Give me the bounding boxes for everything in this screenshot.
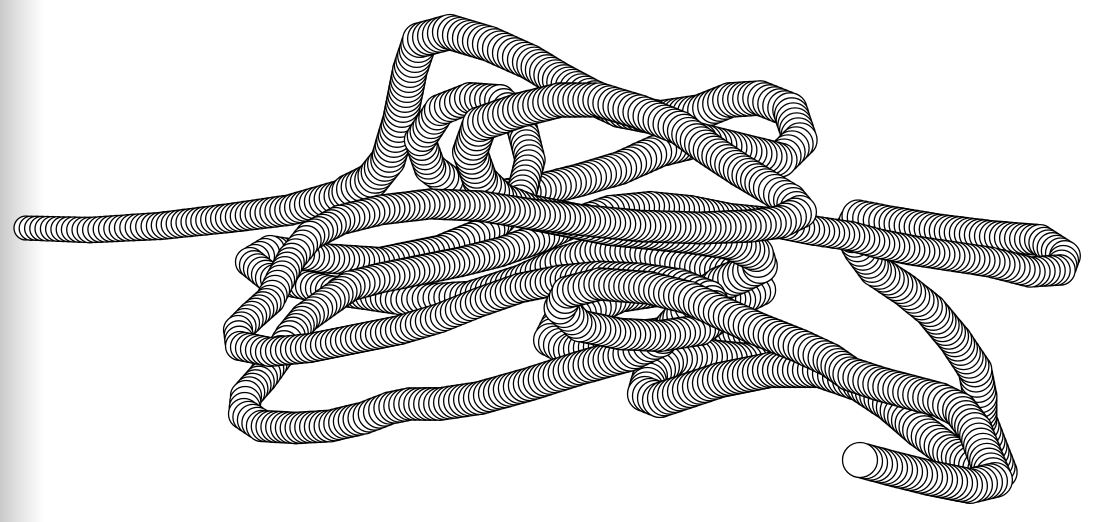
tube-ring [841,441,879,479]
tube-rings [13,13,1081,505]
left-edge-shadow [0,0,44,522]
